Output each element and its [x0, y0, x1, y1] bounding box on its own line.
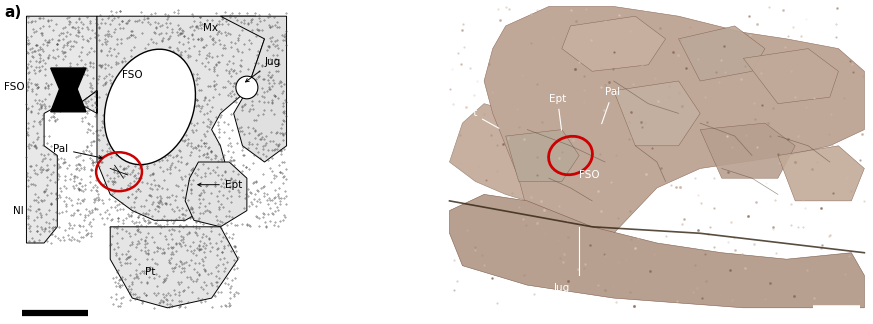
Polygon shape [562, 16, 665, 71]
Text: Mx: Mx [203, 23, 217, 33]
Polygon shape [700, 123, 795, 178]
Polygon shape [220, 16, 286, 162]
Text: Jug: Jug [245, 57, 281, 82]
Polygon shape [79, 16, 265, 220]
Text: FSO: FSO [122, 70, 142, 79]
Text: b): b) [450, 5, 467, 20]
Text: Pal: Pal [53, 144, 102, 159]
Polygon shape [614, 81, 700, 146]
Text: Nl: Nl [13, 206, 24, 215]
Polygon shape [51, 68, 86, 112]
Polygon shape [744, 49, 838, 104]
Text: Pt: Pt [467, 109, 499, 128]
Text: Pal: Pal [601, 87, 620, 124]
Polygon shape [185, 162, 247, 227]
Ellipse shape [105, 49, 196, 165]
Text: Ept: Ept [198, 180, 242, 190]
Text: Ept: Ept [549, 94, 567, 130]
Polygon shape [778, 146, 864, 201]
Ellipse shape [236, 76, 258, 99]
Polygon shape [678, 26, 765, 81]
Text: FSO: FSO [579, 170, 600, 180]
Polygon shape [505, 130, 579, 181]
Polygon shape [450, 104, 571, 201]
Polygon shape [484, 6, 864, 243]
Text: Jug: Jug [553, 284, 570, 293]
Text: Pt: Pt [145, 267, 155, 277]
Polygon shape [450, 194, 864, 308]
Text: a): a) [4, 5, 22, 20]
Polygon shape [26, 16, 97, 243]
Polygon shape [110, 227, 238, 308]
Text: FSO: FSO [4, 83, 25, 92]
